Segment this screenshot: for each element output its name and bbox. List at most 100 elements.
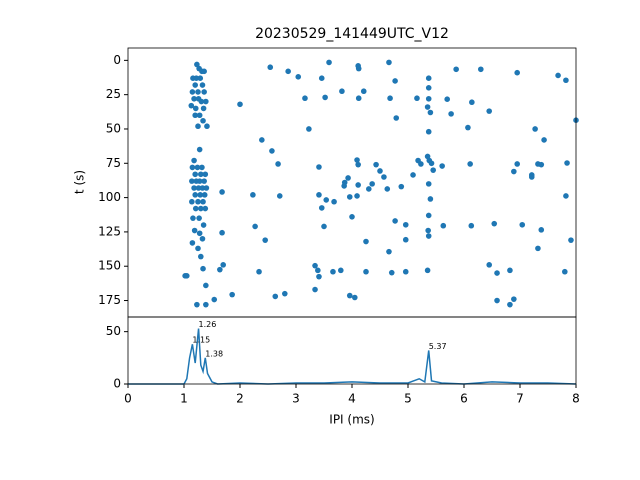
point — [282, 290, 288, 297]
point — [428, 160, 435, 167]
y-tick-label: 75 — [106, 156, 121, 170]
point — [189, 198, 195, 205]
point — [392, 218, 398, 224]
point — [352, 294, 358, 301]
y-tick-label: 50 — [106, 324, 121, 338]
point — [318, 75, 325, 81]
point — [195, 123, 201, 130]
point — [188, 102, 195, 109]
point — [507, 267, 513, 274]
point — [564, 160, 570, 166]
point — [275, 161, 281, 167]
x-tick-label: 5 — [404, 392, 412, 406]
point — [201, 178, 207, 184]
point — [202, 171, 209, 178]
point — [250, 192, 256, 198]
peak-label: 1.15 — [192, 336, 210, 345]
point — [355, 182, 361, 188]
x-tick-label: 7 — [516, 392, 524, 406]
point — [414, 95, 420, 102]
point — [203, 282, 209, 289]
point — [467, 161, 473, 167]
point — [200, 222, 207, 228]
y-tick-label: 0 — [113, 53, 121, 67]
point — [199, 235, 206, 242]
point — [198, 98, 205, 105]
point — [192, 171, 198, 178]
x-tick-label: 8 — [572, 392, 580, 406]
point — [341, 183, 347, 189]
y-tick-label: 175 — [98, 293, 121, 307]
point — [194, 301, 200, 308]
y-axis-label: t (s) — [73, 170, 87, 194]
point — [427, 109, 434, 116]
point — [326, 59, 332, 66]
point — [366, 186, 372, 192]
point — [331, 198, 337, 205]
point — [229, 291, 235, 298]
point — [316, 273, 322, 280]
point — [203, 301, 209, 308]
peak-label: 1.38 — [205, 349, 223, 358]
point — [425, 227, 431, 234]
point — [377, 168, 383, 174]
y-tick-label: 150 — [98, 259, 121, 273]
point — [468, 222, 475, 229]
point — [514, 69, 520, 76]
point — [252, 223, 258, 230]
point — [200, 117, 206, 124]
point — [197, 75, 204, 81]
point — [276, 193, 283, 199]
point — [285, 68, 291, 75]
point — [262, 237, 269, 243]
point — [194, 61, 200, 68]
point — [200, 198, 206, 205]
point — [528, 174, 535, 180]
point — [322, 94, 328, 101]
point — [507, 301, 513, 308]
point — [453, 66, 459, 73]
y-tick-label: 100 — [98, 190, 121, 204]
point — [355, 65, 362, 72]
point — [195, 245, 201, 252]
point — [448, 111, 454, 117]
point — [191, 185, 197, 191]
point — [355, 95, 362, 102]
point — [191, 157, 197, 164]
point — [563, 77, 569, 84]
point — [259, 137, 265, 143]
point — [346, 194, 353, 200]
point — [198, 205, 204, 212]
point — [386, 248, 392, 255]
point — [425, 128, 432, 135]
point — [211, 296, 218, 303]
point — [201, 89, 207, 95]
point — [189, 164, 196, 171]
point — [201, 68, 207, 75]
point — [219, 229, 225, 236]
point — [193, 75, 200, 81]
point — [196, 230, 203, 237]
point — [384, 186, 391, 192]
point — [349, 214, 355, 220]
point — [189, 89, 196, 95]
point — [346, 292, 353, 299]
point — [424, 267, 431, 274]
point — [427, 196, 434, 202]
point — [538, 227, 545, 233]
point — [202, 205, 209, 212]
point — [323, 197, 330, 203]
point — [425, 75, 432, 81]
point — [402, 221, 409, 228]
point — [486, 108, 493, 114]
point — [192, 112, 198, 119]
point — [194, 164, 201, 171]
point — [410, 172, 416, 178]
point — [195, 198, 201, 205]
point — [425, 212, 432, 219]
point — [381, 174, 387, 180]
point — [425, 85, 432, 91]
point — [440, 222, 447, 229]
point — [196, 178, 203, 184]
